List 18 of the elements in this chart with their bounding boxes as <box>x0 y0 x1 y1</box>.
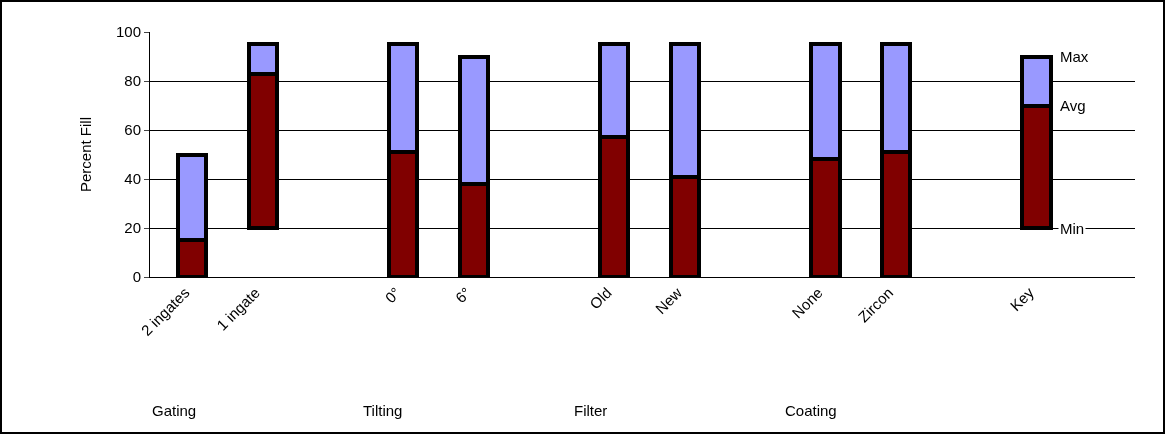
annotation: Min <box>1060 220 1085 237</box>
x-tick-label: 0° <box>381 283 404 307</box>
text: Tilting <box>363 402 403 419</box>
y-tick-label: 100 <box>115 23 141 41</box>
annotation: Avg <box>1060 97 1086 114</box>
y-tick-label: 80 <box>124 72 141 90</box>
x-tick-label: 6° <box>451 283 475 307</box>
y-tick-label: 0 <box>132 268 141 286</box>
text: Filter <box>574 402 608 419</box>
y-tick-label: 60 <box>124 121 141 139</box>
annotation: Max <box>1060 48 1089 65</box>
y-tick-label: 40 <box>124 170 141 188</box>
y-axis-title: Percent Fill <box>77 116 95 193</box>
x-tick-label: Old <box>586 283 615 313</box>
x-tick-label: Key <box>1006 283 1038 315</box>
text: Coating <box>785 402 837 419</box>
y-tick-label: 20 <box>124 219 141 237</box>
text: Gating <box>152 402 197 419</box>
